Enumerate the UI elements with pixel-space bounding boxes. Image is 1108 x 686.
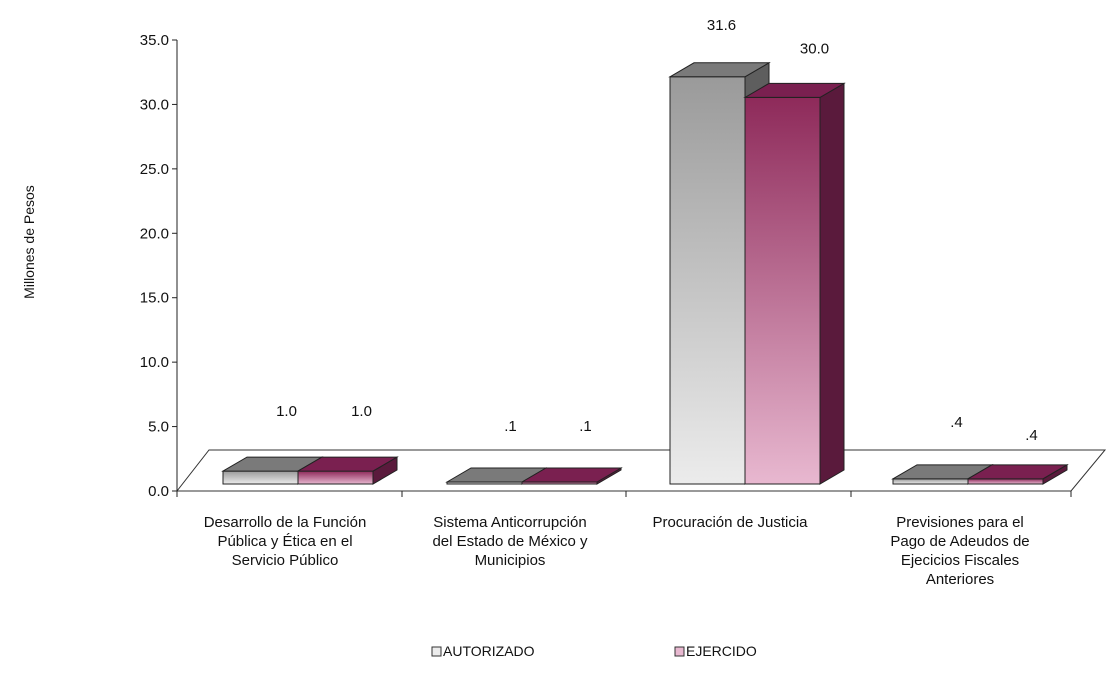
data-label: 31.6	[707, 17, 736, 34]
legend-item-ejercido: EJERCIDO	[674, 643, 757, 659]
bar-ejercido	[297, 470, 374, 485]
bar-top-ejercido	[743, 82, 846, 98]
data-label: 30.0	[800, 40, 829, 57]
bar-ejercido	[744, 96, 821, 485]
category-label: Procuración de Justicia	[652, 514, 808, 531]
chart-floor	[175, 449, 1107, 492]
legend-item-autorizado: AUTORIZADO	[431, 643, 535, 659]
category-label: Previsiones para el Pago de Adeudos de Eje…	[890, 514, 1029, 588]
bar-ejercido	[967, 478, 1044, 485]
y-tick-label: 20.0	[140, 225, 169, 242]
data-label: .4	[1025, 427, 1038, 444]
data-label: .1	[504, 418, 517, 435]
y-tick-label: 30.0	[140, 96, 169, 113]
legend-label: EJERCIDO	[686, 643, 757, 659]
y-axis-title: Millones de Pesos	[21, 185, 37, 299]
legend: AUTORIZADO EJERCIDO	[431, 643, 757, 659]
data-label: .1	[579, 418, 592, 435]
bar-top-ejercido	[520, 467, 623, 483]
y-tick-label: 25.0	[140, 161, 169, 178]
category-label: Desarrollo de la Función Pública y Ética …	[204, 514, 367, 569]
y-axis: 0.0 5.0 10.0 15.0 20.0 25.0 30.0 35.0	[140, 32, 1072, 500]
bar-autorizado	[669, 76, 746, 485]
bar-autorizado	[892, 478, 969, 485]
bar-top-ejercido	[296, 456, 399, 472]
floor-plane	[175, 449, 1107, 492]
legend-swatch	[431, 646, 442, 657]
legend-swatch	[674, 646, 685, 657]
data-labels: 1.0 1.0 .1 .1 31.6 30.0 .4 .4	[276, 17, 1038, 444]
legend-label: AUTORIZADO	[443, 643, 535, 659]
category-label: Sistema Anticorrupción del Estado de Méxi…	[432, 514, 588, 569]
y-tick-label: 0.0	[148, 483, 169, 500]
data-label: .4	[950, 414, 963, 431]
bar-autorizado	[222, 470, 299, 485]
data-label: 1.0	[276, 403, 297, 420]
category-labels: Desarrollo de la Función Pública y Ética …	[204, 514, 1030, 588]
y-tick-label: 15.0	[140, 290, 169, 307]
y-tick-label: 5.0	[148, 419, 169, 436]
y-tick-label: 10.0	[140, 354, 169, 371]
y-tick-label: 35.0	[140, 32, 169, 49]
bar-top-ejercido	[966, 464, 1069, 480]
bar-side-ejercido	[819, 82, 845, 485]
bars	[221, 61, 1069, 485]
data-label: 1.0	[351, 403, 372, 420]
bar-top-autorizado	[668, 62, 771, 78]
